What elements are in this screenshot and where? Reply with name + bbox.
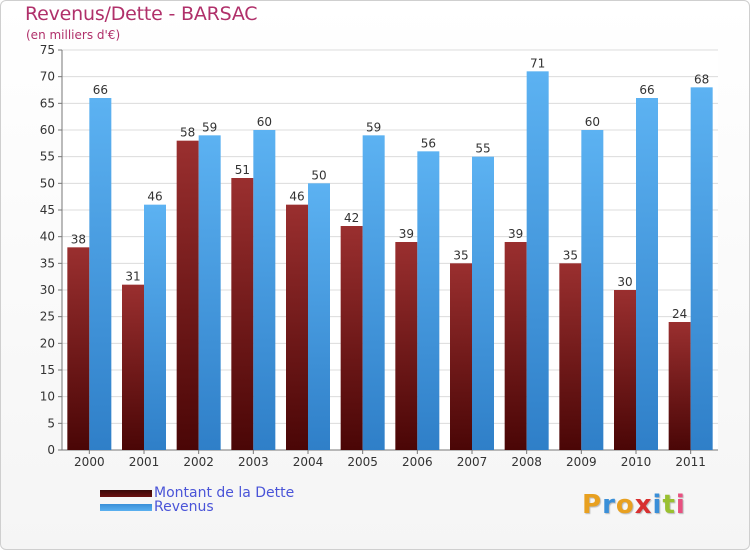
logo-letter: i xyxy=(652,490,663,520)
y-tick-label: 15 xyxy=(40,363,55,377)
data-label-revenus: 60 xyxy=(585,115,600,129)
bar-dette xyxy=(504,242,527,450)
bar-dette xyxy=(395,242,418,450)
bar-dette xyxy=(450,263,472,450)
bar-dette xyxy=(614,290,636,450)
x-tick-label: 2010 xyxy=(621,455,652,469)
y-tick-label: 0 xyxy=(47,443,55,457)
data-label-dette: 24 xyxy=(672,307,687,321)
bar-dette xyxy=(668,322,691,450)
y-tick-label: 5 xyxy=(47,416,55,430)
x-tick-label: 2001 xyxy=(129,455,160,469)
data-label-dette: 58 xyxy=(180,126,195,140)
x-tick-label: 2003 xyxy=(238,455,269,469)
data-label-revenus: 66 xyxy=(639,83,654,97)
y-tick-label: 50 xyxy=(40,176,55,190)
bar-revenus xyxy=(198,135,221,451)
data-label-dette: 39 xyxy=(508,227,523,241)
x-tick-label: 2009 xyxy=(566,455,597,469)
legend-swatch-dette xyxy=(100,489,152,497)
data-label-revenus: 60 xyxy=(257,115,272,129)
logo-letter: t xyxy=(662,490,676,520)
data-label-revenus: 71 xyxy=(530,56,545,70)
y-tick-label: 40 xyxy=(40,230,55,244)
bar-revenus xyxy=(417,151,440,451)
legend: Montant de la Dette Revenus xyxy=(100,486,294,514)
data-label-revenus: 66 xyxy=(93,83,108,97)
data-label-dette: 46 xyxy=(289,190,304,204)
data-label-revenus: 68 xyxy=(694,72,709,86)
logo-letter: x xyxy=(634,490,653,520)
bar-revenus xyxy=(581,130,604,450)
y-tick-label: 30 xyxy=(40,283,55,297)
y-tick-label: 10 xyxy=(40,390,55,404)
bar-revenus xyxy=(144,204,166,450)
bar-dette xyxy=(559,263,582,450)
x-tick-label: 2005 xyxy=(347,455,378,469)
y-tick-label: 70 xyxy=(40,70,55,84)
bar-dette xyxy=(176,140,199,450)
x-tick-label: 2004 xyxy=(293,455,324,469)
data-label-revenus: 55 xyxy=(475,142,490,156)
bar-revenus xyxy=(89,98,112,450)
y-tick-label: 55 xyxy=(40,150,55,164)
bar-revenus xyxy=(526,71,549,450)
proxiti-logo: Proxiti xyxy=(582,490,686,520)
y-tick-label: 45 xyxy=(40,203,55,217)
legend-item-dette: Montant de la Dette xyxy=(100,486,294,500)
x-tick-label: 2011 xyxy=(675,455,706,469)
data-label-revenus: 59 xyxy=(202,120,217,134)
y-tick-label: 75 xyxy=(40,43,55,57)
chart-title: Revenus/Dette - BARSAC xyxy=(25,3,258,25)
data-label-dette: 35 xyxy=(453,248,468,262)
logo-letter: o xyxy=(615,490,635,520)
legend-label-dette: Montant de la Dette xyxy=(154,485,295,501)
plot-area xyxy=(62,50,718,450)
logo-letter: i xyxy=(675,490,686,520)
bar-revenus xyxy=(472,156,494,450)
bar-revenus xyxy=(253,130,276,450)
bar-revenus xyxy=(362,135,385,451)
data-label-revenus: 46 xyxy=(147,190,162,204)
bar-revenus xyxy=(690,87,713,450)
bar-dette xyxy=(340,226,363,450)
data-label-revenus: 50 xyxy=(311,168,326,182)
y-tick-label: 35 xyxy=(40,256,55,270)
y-tick-label: 60 xyxy=(40,123,55,137)
data-label-dette: 39 xyxy=(399,227,414,241)
bar-dette xyxy=(67,247,90,450)
x-tick-label: 2008 xyxy=(511,455,542,469)
data-label-dette: 51 xyxy=(235,163,250,177)
bar-dette xyxy=(286,204,308,450)
bar-dette xyxy=(122,284,144,450)
data-label-dette: 35 xyxy=(563,248,578,262)
legend-label-revenus: Revenus xyxy=(154,499,214,515)
y-tick-label: 20 xyxy=(40,336,55,350)
y-tick-label: 65 xyxy=(40,96,55,110)
data-label-dette: 38 xyxy=(71,232,86,246)
x-tick-label: 2000 xyxy=(74,455,105,469)
x-tick-label: 2007 xyxy=(457,455,488,469)
data-label-revenus: 56 xyxy=(421,136,436,150)
logo-letter: P xyxy=(582,490,603,520)
legend-item-revenus: Revenus xyxy=(100,500,294,514)
x-tick-label: 2002 xyxy=(183,455,214,469)
logo-letter: r xyxy=(602,490,616,520)
data-label-dette: 42 xyxy=(344,211,359,225)
bar-revenus xyxy=(636,98,658,450)
y-tick-label: 25 xyxy=(40,310,55,324)
bar-revenus xyxy=(308,183,330,451)
x-tick-label: 2006 xyxy=(402,455,433,469)
legend-swatch-revenus xyxy=(100,503,152,511)
data-label-revenus: 59 xyxy=(366,120,381,134)
data-label-dette: 30 xyxy=(617,275,632,289)
data-label-dette: 31 xyxy=(125,270,140,284)
chart-subtitle: (en milliers d'€) xyxy=(26,28,121,42)
bar-dette xyxy=(231,178,254,450)
